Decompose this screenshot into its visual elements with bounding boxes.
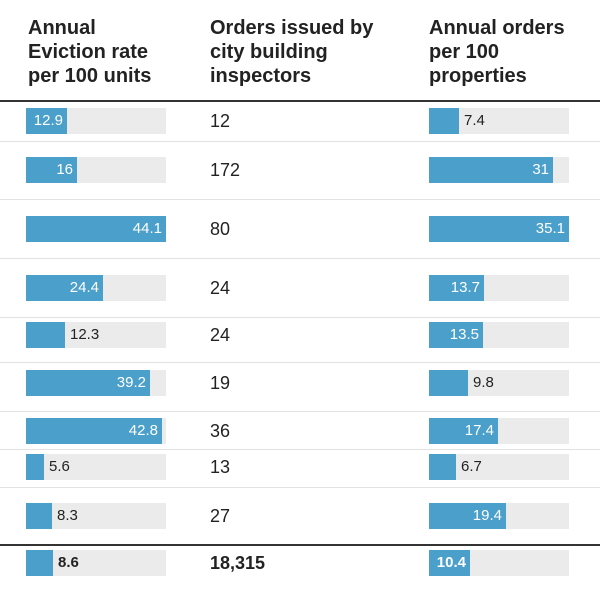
eviction-rate-bar xyxy=(26,275,103,301)
row-separator xyxy=(0,411,600,412)
orders-per-100-bar xyxy=(429,216,569,242)
total-orders-per-100-label: 10.4 xyxy=(436,554,466,571)
eviction-rate-label: 39.2 xyxy=(116,374,146,391)
eviction-rate-track: 44.1 xyxy=(26,216,166,242)
row-separator xyxy=(0,258,600,259)
row-separator xyxy=(0,362,600,363)
eviction-rate-track: 8.3 xyxy=(26,503,166,529)
orders-per-100-label: 31 xyxy=(532,161,549,178)
eviction-rate-bar xyxy=(26,370,150,396)
orders-per-100-header: Annual orders per 100 properties xyxy=(429,17,565,87)
eviction-rate-label: 12.9 xyxy=(33,112,63,129)
eviction-rate-track: 12.9 xyxy=(26,108,166,134)
eviction-rate-track: 42.8 xyxy=(26,418,166,444)
row-separator xyxy=(0,487,600,488)
total-eviction-rate-label: 8.6 xyxy=(58,554,79,571)
orders-per-100-track: 6.7 xyxy=(429,454,569,480)
orders-per-100-label: 9.8 xyxy=(473,374,494,391)
orders-per-100-bar xyxy=(429,275,484,301)
orders-count: 36 xyxy=(210,421,231,441)
total-orders: 18,315 xyxy=(210,553,266,573)
orders-per-100-track: 19.4 xyxy=(429,503,569,529)
orders-per-100-label: 13.5 xyxy=(449,326,479,343)
orders-per-100-bar xyxy=(429,370,468,396)
eviction-rate-track: 24.4 xyxy=(26,275,166,301)
eviction-rate-bar xyxy=(26,418,162,444)
orders-per-100-bar xyxy=(429,157,553,183)
orders-count: 24 xyxy=(210,278,231,298)
total-orders-per-100-track: 10.4 xyxy=(429,550,569,576)
eviction-rate-label: 16 xyxy=(56,161,73,178)
orders-per-100-label: 7.4 xyxy=(464,112,485,129)
eviction-rate-bar xyxy=(26,108,67,134)
eviction-rate-label: 24.4 xyxy=(69,279,99,296)
orders-per-100-bar xyxy=(429,108,459,134)
eviction-rate-label: 12.3 xyxy=(70,326,100,343)
orders-count: 172 xyxy=(210,160,241,180)
orders-per-100-bar xyxy=(429,322,483,348)
orders-per-100-track: 31 xyxy=(429,157,569,183)
orders-issued-header: Orders issued by city building inspector… xyxy=(210,17,374,87)
row-separator xyxy=(0,199,600,200)
eviction-rate-track: 12.3 xyxy=(26,322,166,348)
orders-count: 13 xyxy=(210,457,231,477)
eviction-rate-label: 44.1 xyxy=(132,220,162,237)
total-orders-per-100-bar xyxy=(429,550,470,576)
eviction-rate-bar xyxy=(26,157,77,183)
orders-per-100-bar xyxy=(429,503,506,529)
row-separator xyxy=(0,141,600,142)
orders-per-100-label: 13.7 xyxy=(450,279,480,296)
header-divider xyxy=(0,100,600,102)
eviction-rate-bar xyxy=(26,454,44,480)
eviction-rate-header: Annual Eviction rate per 100 units xyxy=(28,17,152,87)
eviction-rate-bar xyxy=(26,216,166,242)
orders-per-100-label: 6.7 xyxy=(461,458,482,475)
row-separator xyxy=(0,449,600,450)
orders-per-100-label: 17.4 xyxy=(464,422,494,439)
row-separator xyxy=(0,317,600,318)
orders-count: 80 xyxy=(210,219,231,239)
eviction-rate-label: 5.6 xyxy=(49,458,70,475)
eviction-rate-bar xyxy=(26,503,52,529)
orders-count: 24 xyxy=(210,325,231,345)
orders-per-100-track: 17.4 xyxy=(429,418,569,444)
orders-count: 12 xyxy=(210,111,231,131)
total-eviction-rate-bar xyxy=(26,550,53,576)
total-eviction-rate-track: 8.6 xyxy=(26,550,166,576)
eviction-rate-bar xyxy=(26,322,65,348)
orders-per-100-bar xyxy=(429,454,456,480)
eviction-rate-track: 5.6 xyxy=(26,454,166,480)
orders-count: 27 xyxy=(210,506,231,526)
orders-per-100-track: 13.5 xyxy=(429,322,569,348)
orders-per-100-track: 13.7 xyxy=(429,275,569,301)
eviction-rate-label: 42.8 xyxy=(128,422,158,439)
orders-per-100-track: 9.8 xyxy=(429,370,569,396)
orders-count: 19 xyxy=(210,373,231,393)
orders-per-100-track: 7.4 xyxy=(429,108,569,134)
orders-per-100-bar xyxy=(429,418,498,444)
eviction-rate-track: 39.2 xyxy=(26,370,166,396)
eviction-rate-label: 8.3 xyxy=(57,507,78,524)
orders-per-100-label: 35.1 xyxy=(535,220,565,237)
eviction-rate-track: 16 xyxy=(26,157,166,183)
orders-per-100-track: 35.1 xyxy=(429,216,569,242)
orders-per-100-label: 19.4 xyxy=(472,507,502,524)
total-divider xyxy=(0,544,600,546)
